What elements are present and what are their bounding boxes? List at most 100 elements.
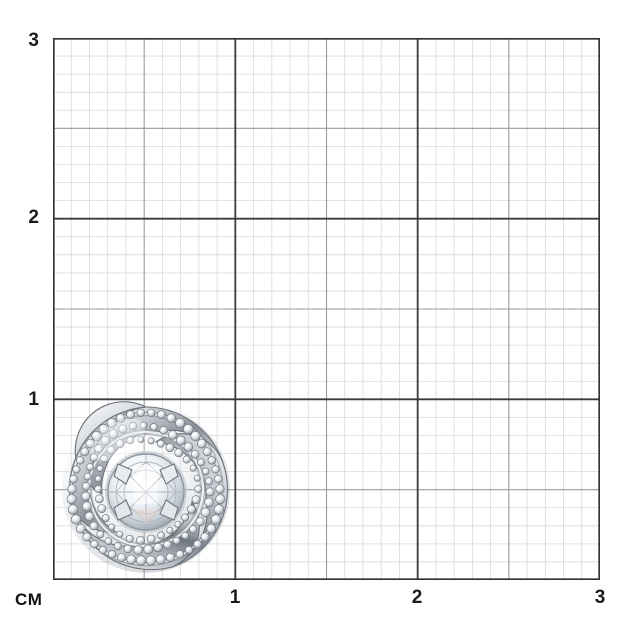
- pave-stone-outer-sparkle: [208, 525, 212, 529]
- pave-stone-inner: [174, 520, 182, 528]
- pave-stone-outer: [76, 456, 85, 465]
- pave-stone-middle-sparkle: [182, 533, 186, 536]
- pave-stone-inner-sparkle: [138, 538, 141, 541]
- pave-stone-outer-sparkle: [202, 534, 206, 538]
- pave-stone-middle-sparkle: [96, 446, 100, 449]
- pave-stone-outer-sparkle: [185, 426, 189, 430]
- y-axis-tick-3: 3: [28, 30, 39, 51]
- pave-stone-middle-sparkle: [135, 547, 139, 551]
- specular-highlight: [91, 418, 145, 462]
- pave-stone-inner: [94, 484, 103, 493]
- pave-stone-outer: [66, 494, 77, 505]
- pave-stone-middle-sparkle: [203, 509, 206, 513]
- pave-stone-outer: [175, 417, 186, 429]
- pave-stone-outer-sparkle: [69, 486, 73, 490]
- pave-stone-outer: [157, 410, 166, 419]
- pave-stone-inner-sparkle: [158, 533, 162, 536]
- pave-stone-inner: [189, 464, 197, 472]
- pave-stone-outer-sparkle: [118, 554, 122, 558]
- pave-stone-outer-sparkle: [186, 547, 190, 551]
- pave-stone-outer-sparkle: [167, 554, 171, 558]
- pave-stone-inner-sparkle: [175, 522, 178, 525]
- prong-lower-left: [113, 499, 133, 521]
- pave-stone-middle-sparkle: [125, 546, 129, 550]
- center-stone-warm-glint: [132, 510, 160, 524]
- pave-stone-inner-sparkle: [95, 486, 99, 490]
- pave-stone-inner-sparkle: [109, 524, 112, 528]
- pave-stone-middle: [153, 542, 163, 553]
- pave-stone-inner: [165, 443, 175, 453]
- center-stone-crown-sparkle: [128, 464, 164, 492]
- pave-stone-middle: [195, 516, 205, 527]
- pave-stone-inner: [146, 534, 156, 544]
- pave-stone-outer-sparkle: [70, 476, 74, 480]
- pave-stone-outer-sparkle: [177, 420, 181, 424]
- pave-stone-middle: [163, 540, 172, 549]
- pave-stone-middle-sparkle: [155, 544, 159, 548]
- pave-stone-outer: [135, 555, 147, 566]
- pave-stone-inner: [115, 439, 125, 449]
- pave-stone-middle-sparkle: [161, 427, 164, 431]
- pave-stone-inner: [125, 534, 134, 543]
- pave-stone-outer-sparkle: [73, 516, 77, 520]
- pave-stone-outer-sparkle: [109, 420, 112, 424]
- pave-stone-middle-sparkle: [91, 523, 95, 527]
- pave-stone-inner-sparkle: [138, 437, 141, 440]
- pave-stone-inner-sparkle: [194, 475, 198, 479]
- pave-stone-middle: [86, 463, 95, 471]
- pave-stone-outer: [166, 413, 176, 423]
- pave-stone-inner: [108, 523, 116, 531]
- pave-stone-outer: [165, 552, 175, 563]
- pave-stone-inner: [94, 494, 104, 504]
- pave-stone-middle: [84, 511, 95, 522]
- pave-stone-middle-sparkle: [185, 444, 189, 448]
- pave-stone-inner-sparkle: [167, 445, 171, 448]
- pave-stone-outer: [67, 484, 77, 494]
- pave-stone-middle: [89, 521, 99, 531]
- pave-stone-outer-sparkle: [216, 506, 220, 510]
- pave-stone-middle: [189, 525, 198, 534]
- pave-stone-inner-sparkle: [190, 465, 194, 469]
- pave-stone-outer: [210, 514, 222, 525]
- pave-stone-outer: [117, 552, 127, 563]
- pave-stone-middle-sparkle: [178, 437, 181, 441]
- pave-stone-middle-sparkle: [87, 464, 91, 468]
- pave-stone-outer: [98, 423, 109, 435]
- pave-stone-inner-sparkle: [148, 536, 152, 540]
- pave-stone-outer: [72, 465, 81, 474]
- pave-stone-middle-sparkle: [105, 538, 109, 542]
- pave-stone-outer: [190, 430, 201, 442]
- pave-stone-outer-sparkle: [148, 410, 152, 413]
- pave-stone-outer: [69, 474, 78, 484]
- pave-stone-inner: [136, 535, 145, 545]
- pave-stone-outer: [82, 532, 92, 542]
- pave-stone-middle-sparkle: [83, 493, 87, 497]
- pave-stone-outer: [136, 408, 145, 417]
- pave-stone-outer: [80, 447, 90, 457]
- pave-stone-middle-sparkle: [173, 538, 177, 541]
- x-axis-tick-2: 2: [411, 587, 423, 608]
- pave-stone-middle-sparkle: [85, 474, 88, 477]
- pave-stone-outer: [214, 474, 223, 484]
- pave-stone-outer: [200, 532, 210, 542]
- pave-stone-middle-sparkle: [206, 478, 210, 482]
- pave-stone-inner-sparkle: [127, 536, 130, 539]
- pave-stone-outer-sparkle: [148, 557, 152, 561]
- pave-stone-inner: [147, 437, 155, 445]
- pave-stone-inner-sparkle: [195, 486, 199, 490]
- pave-stone-outer-sparkle: [204, 449, 208, 452]
- pave-stone-middle-sparkle: [110, 431, 114, 435]
- pave-stone-outer: [90, 539, 99, 549]
- pave-row-outer: [66, 408, 226, 566]
- pave-stone-middle: [143, 544, 154, 555]
- pave-stone-inner-sparkle: [176, 450, 179, 453]
- pave-stone-outer: [70, 514, 82, 525]
- pave-stone-outer-sparkle: [217, 496, 221, 500]
- pave-stone-outer-sparkle: [87, 440, 91, 444]
- pave-stone-inner-sparkle: [97, 496, 100, 499]
- prong-lower-right: [159, 499, 179, 521]
- pave-stone-middle-sparkle: [170, 432, 173, 436]
- grid-border: [53, 38, 600, 580]
- pave-stone-inner: [193, 474, 201, 482]
- unit-label-cm: CM: [15, 590, 43, 609]
